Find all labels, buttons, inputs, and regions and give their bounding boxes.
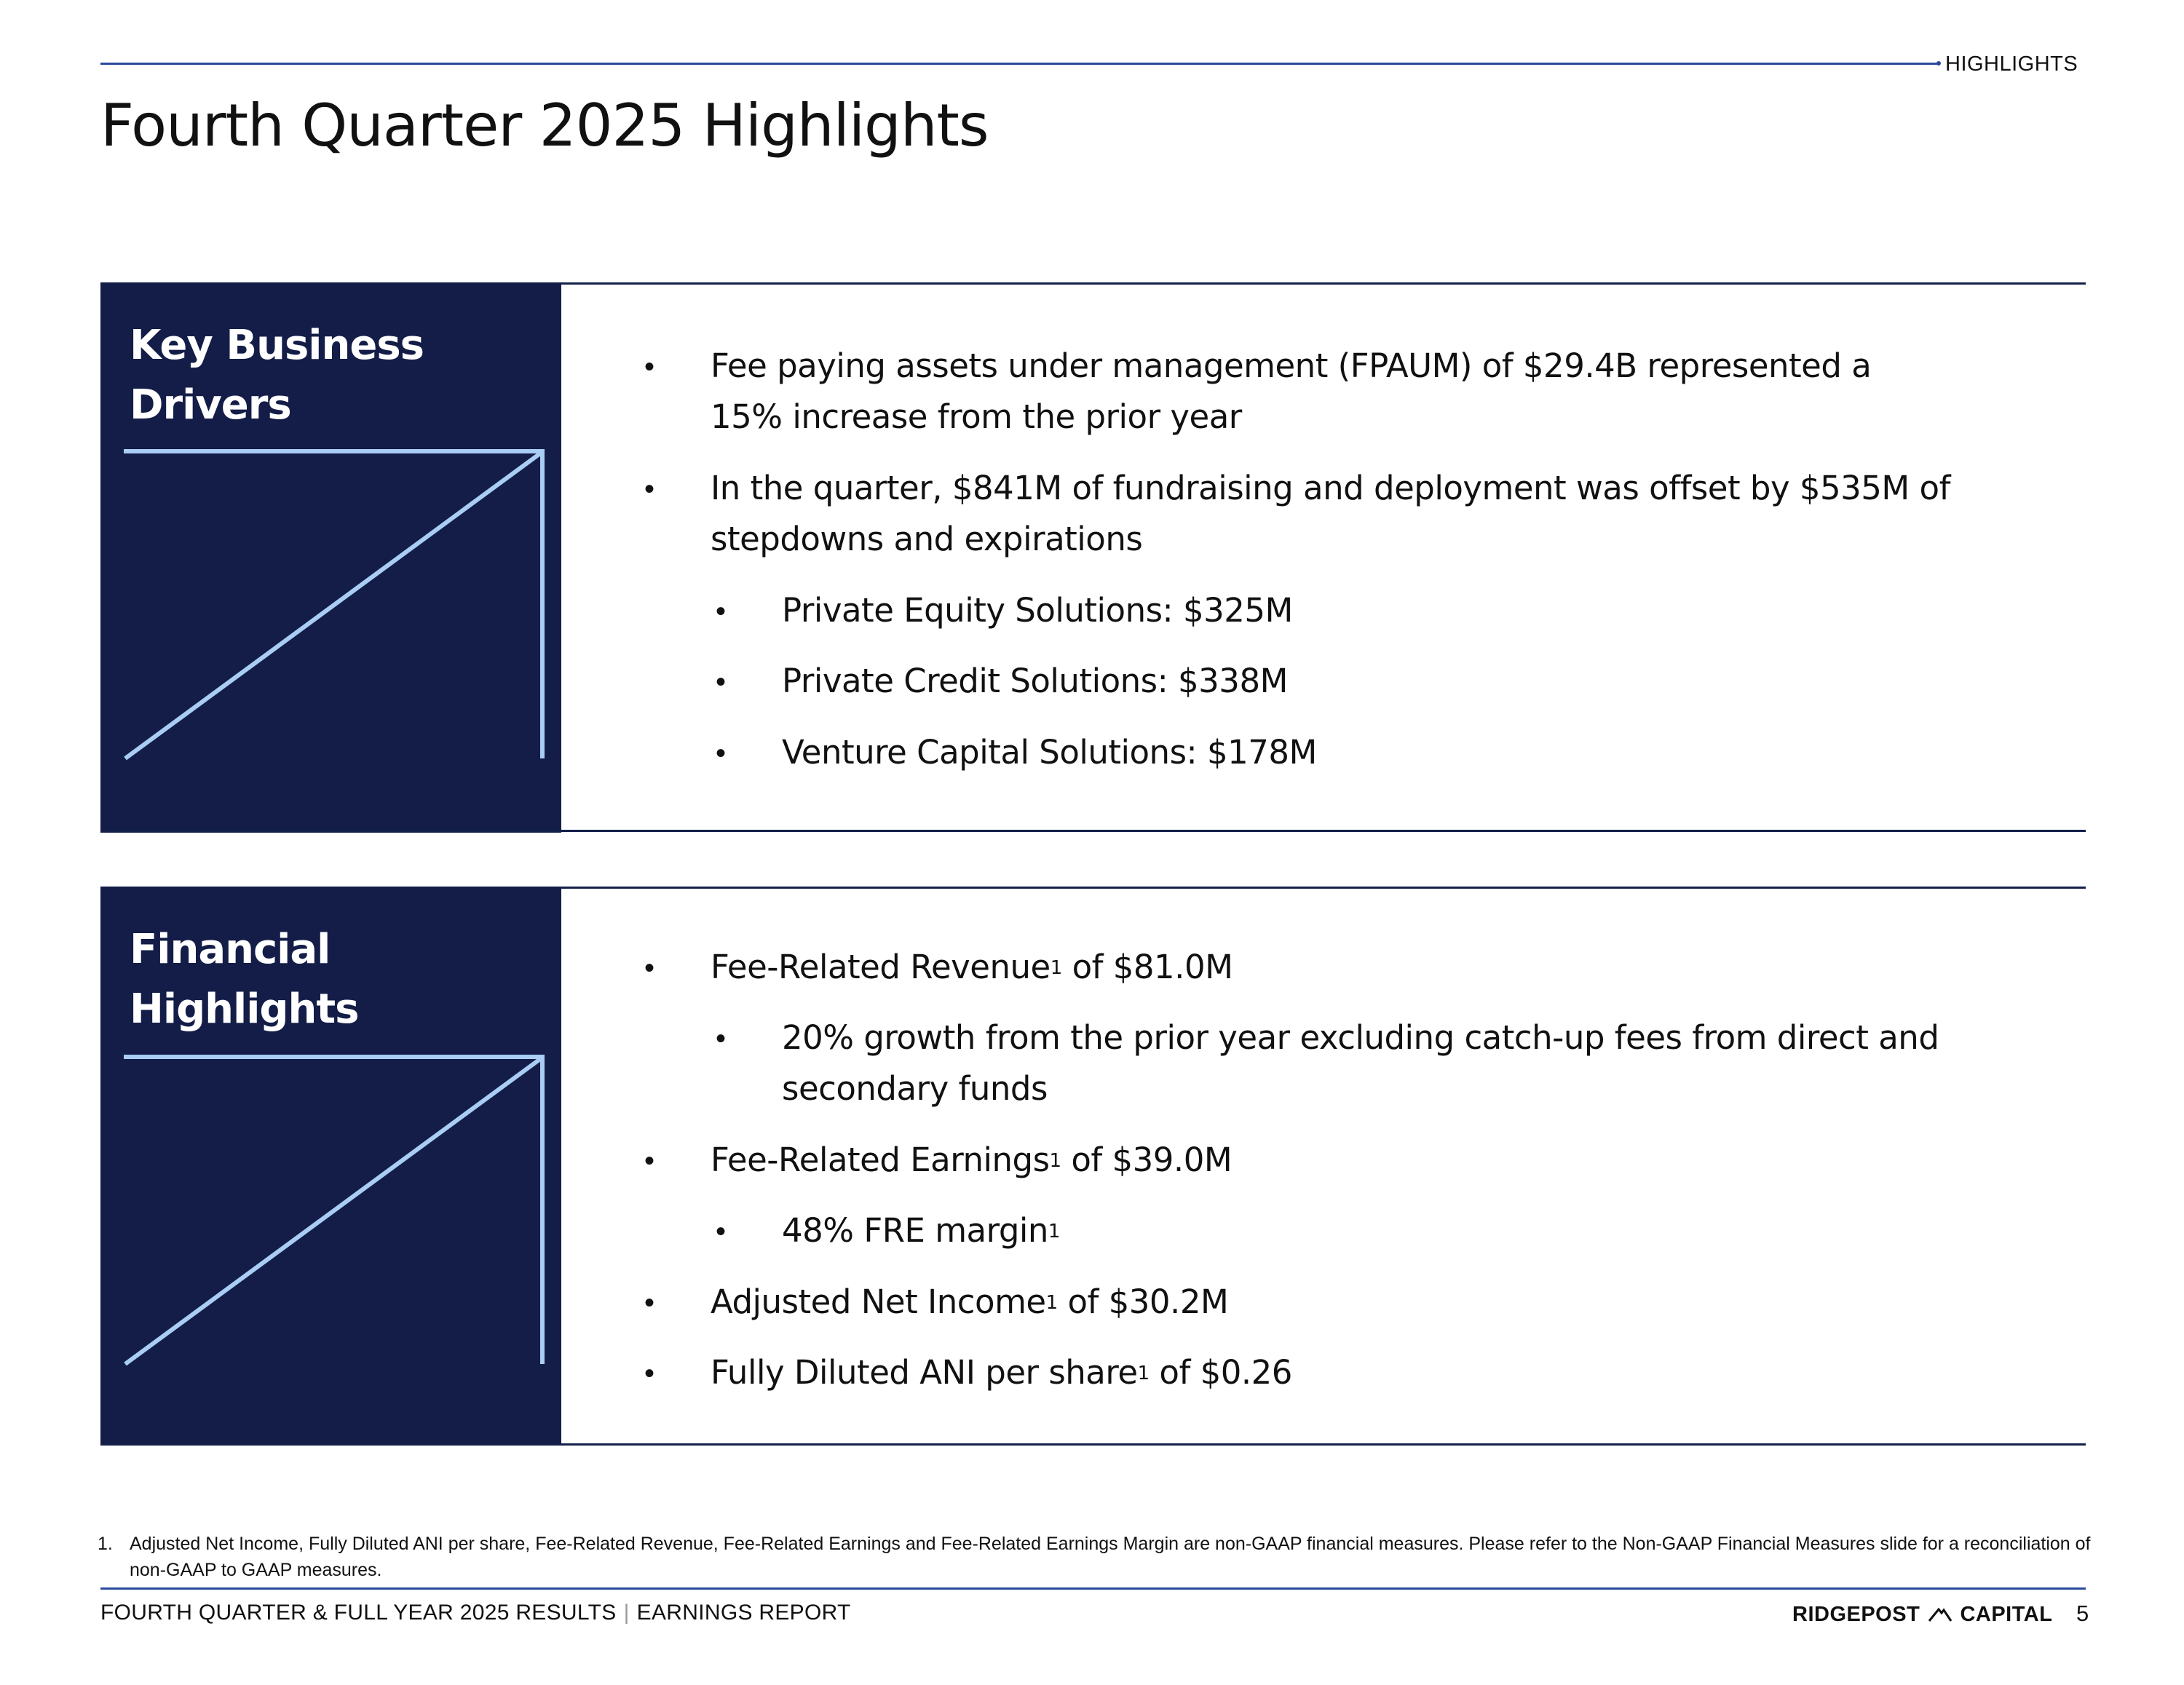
bullet-marker: • [644,1145,655,1177]
bullet-marker: • [644,952,655,984]
bullet-marker: • [644,1287,655,1319]
panel-label-block: Key Business Drivers [100,282,561,833]
growth-arrow-icon [124,449,545,761]
panel-title: Financial Highlights [130,926,359,1033]
sub-bullet-marker: • [716,1216,727,1248]
footer-separator: | [623,1601,630,1625]
bullet-marker: • [644,351,655,383]
page-number: 5 [2076,1601,2089,1626]
list-item: Fee paying assets under management (FPAU… [711,346,1872,436]
list-item: Fee-Related Earnings1 of $39.0M [711,1141,1233,1179]
key-business-drivers-panel: Key Business Drivers • Fee paying assets… [100,282,2086,833]
footnote-number: 1. [98,1534,113,1554]
panel-label-block: Financial Highlights [100,887,561,1446]
section-label: HIGHLIGHTS [1945,52,2078,76]
sub-bullet-marker: • [716,666,727,698]
panel-top-rule [100,282,2086,285]
panel-bottom-rule [100,1443,2086,1446]
footer-rule [100,1587,2086,1590]
footnote-text: Adjusted Net Income, Fully Diluted ANI p… [130,1534,2091,1580]
mountain-logo-icon [1928,1607,1952,1622]
page-title: Fourth Quarter 2025 Highlights [100,92,989,159]
panel-title: Key Business Drivers [130,322,424,429]
list-item: Private Credit Solutions: $338M [782,662,1288,700]
panel-top-rule [100,887,2086,889]
list-item: 48% FRE margin1 [782,1211,1060,1250]
panel-bottom-rule [100,830,2086,832]
arrow-diagonal-line [124,1057,542,1366]
list-item: Venture Capital Solutions: $178M [782,733,1317,772]
list-item: In the quarter, $841M of fundraising and… [711,469,1950,558]
list-item: Fully Diluted ANI per share1 of $0.26 [711,1353,1292,1392]
bullet-marker: • [644,1357,655,1389]
list-item: Private Equity Solutions: $325M [782,591,1293,630]
header-rule [100,63,1938,65]
list-item: 20% growth from the prior year excluding… [782,1018,1939,1108]
company-logo: RIDGEPOST CAPITAL [1792,1603,2053,1626]
list-item: Fee-Related Revenue1 of $81.0M [711,948,1233,986]
list-item: Adjusted Net Income1 of $30.2M [711,1282,1229,1321]
financial-highlights-panel: Financial Highlights • Fee-Related Reven… [100,887,2086,1446]
sub-bullet-marker: • [716,595,727,627]
sub-bullet-marker: • [716,1023,727,1055]
arrow-diagonal-line [124,451,542,761]
header-rule-end [1936,61,1941,66]
growth-arrow-icon [124,1055,545,1366]
sub-bullet-marker: • [716,737,727,769]
bullet-marker: • [644,473,655,505]
footer-report-title: FOURTH QUARTER & FULL YEAR 2025 RESULTS |… [100,1601,851,1625]
